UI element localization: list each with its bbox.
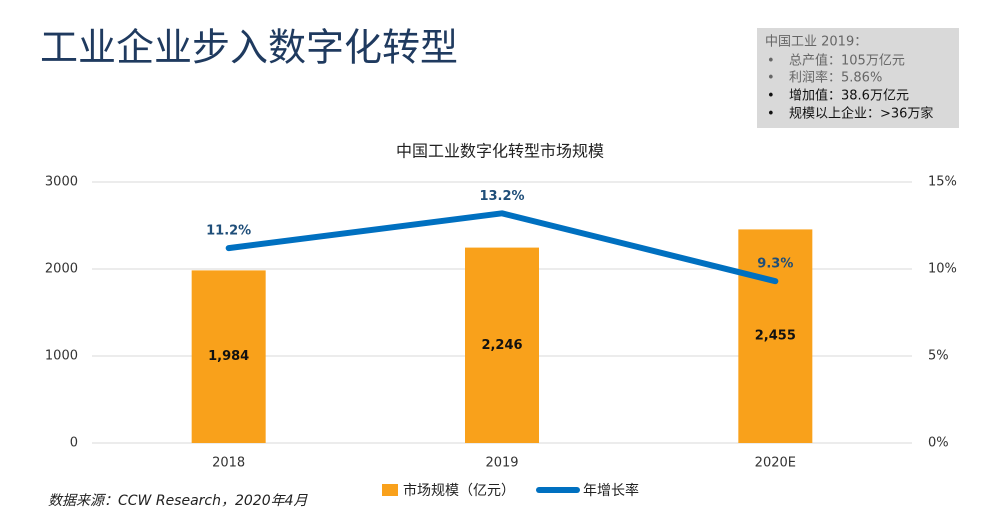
bar-value-label: 1,984 [208, 349, 249, 364]
y2-tick-label: 0% [928, 436, 949, 451]
bullet: • [767, 107, 775, 122]
legend-label: 市场规模（亿元） [403, 482, 515, 499]
plot-area: 0 1000 2000 3000 0% 5% 10% 15% 2018 2019 2020E 1,98… [45, 175, 957, 500]
x-tick-label: 2018 [212, 456, 245, 471]
bullet: • [767, 71, 775, 86]
bar-value-label: 2,246 [481, 338, 522, 353]
bar [465, 247, 539, 443]
y2-tick-label: 10% [928, 262, 957, 277]
legend-label: 年增长率 [583, 482, 639, 499]
info-item: 总产值：105万亿元 [789, 53, 905, 69]
chart-title: 中国工业数字化转型市场规模 [396, 142, 604, 161]
line-value-label: 9.3% [757, 257, 793, 272]
y-tick-label: 2000 [45, 262, 78, 277]
info-box [757, 28, 959, 128]
y2-tick-label: 15% [928, 175, 957, 190]
line-value-label: 13.2% [479, 189, 524, 204]
y-tick-label: 3000 [45, 175, 78, 190]
x-tick-label: 2019 [485, 456, 518, 471]
bullet: • [767, 54, 775, 69]
y2-tick-label: 5% [928, 349, 949, 364]
info-item: 利润率：5.86% [789, 70, 882, 86]
info-item: 规模以上企业：>36万家 [789, 106, 933, 122]
bar-value-label: 2,455 [755, 329, 796, 344]
info-heading: 中国工业 2019： [765, 35, 867, 50]
line-series [225, 210, 779, 285]
slide-title: 工业企业步入数字化转型 [40, 26, 458, 70]
bullet: • [767, 89, 775, 104]
bar [738, 229, 813, 443]
x-tick-label: 2020E [755, 456, 796, 471]
legend-swatch [382, 484, 398, 496]
info-item: 增加值：38.6万亿元 [789, 88, 909, 104]
source-note: 数据来源：CCW Research，2020年4月 [48, 493, 309, 509]
y-tick-label: 0 [70, 436, 78, 451]
line-value-label: 11.2% [206, 224, 251, 239]
bar [191, 270, 266, 443]
y-tick-label: 1000 [45, 349, 78, 364]
